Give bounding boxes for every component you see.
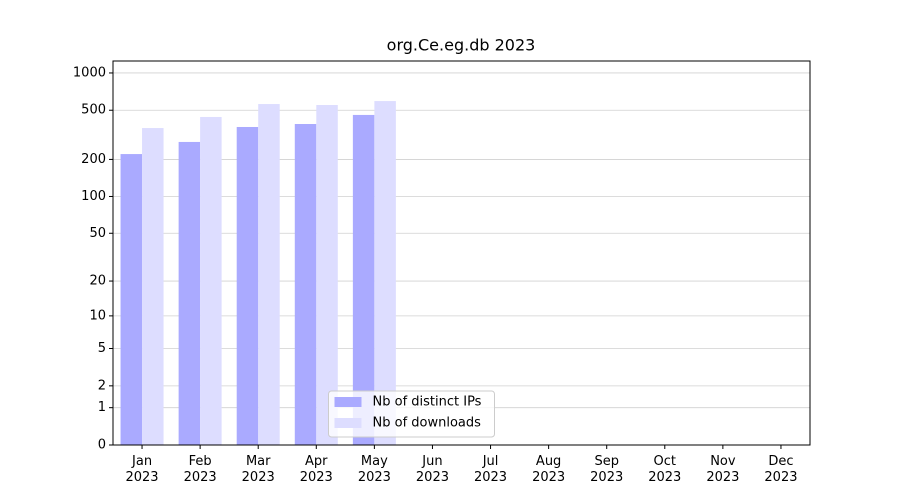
y-tick-label: 2 xyxy=(98,378,106,393)
bar xyxy=(374,101,396,446)
bar xyxy=(294,123,317,445)
legend-box xyxy=(328,390,495,438)
bar xyxy=(258,104,280,445)
x-tick-label: Nov 2023 xyxy=(706,454,739,485)
chart-title: org.Ce.eg.db 2023 xyxy=(387,36,536,55)
legend-label: Nb of distinct IPs xyxy=(373,395,482,410)
y-tick-label: 0 xyxy=(98,438,106,453)
bar xyxy=(178,141,201,446)
y-tick-label: 200 xyxy=(81,152,106,167)
bar xyxy=(316,105,338,445)
bar xyxy=(142,128,164,445)
y-tick-label: 1 xyxy=(98,400,106,415)
x-tick-label: Dec 2023 xyxy=(764,454,797,485)
y-tick-label: 20 xyxy=(89,274,106,289)
axes: 0 1 2 5 10 20 50 100 200 500 1000 Jan 2023 Feb 2023 Mar… xyxy=(73,65,798,484)
legend: Nb of distinct IPs Nb of downloads xyxy=(328,390,495,438)
bar xyxy=(200,116,222,445)
x-tick-label: Sep 2023 xyxy=(590,454,623,485)
bar xyxy=(352,114,375,445)
x-tick-label: Mar 2023 xyxy=(242,454,275,485)
x-tick-label: Oct 2023 xyxy=(648,454,681,485)
y-tick-label: 10 xyxy=(89,308,106,323)
x-tick-label: Jul 2023 xyxy=(474,454,507,485)
x-tick-label: Apr 2023 xyxy=(300,454,333,485)
y-tick-label: 5 xyxy=(98,341,106,356)
y-tick-label: 100 xyxy=(81,189,106,204)
y-tick-label: 50 xyxy=(89,226,106,241)
legend-label: Nb of downloads xyxy=(373,416,482,431)
legend-swatch xyxy=(334,397,362,407)
x-tick-label: May 2023 xyxy=(358,454,391,485)
x-tick-label: Aug 2023 xyxy=(532,454,565,485)
bars xyxy=(120,101,396,446)
x-tick-label: Jun 2023 xyxy=(416,454,449,485)
plot-frame xyxy=(112,60,811,446)
y-tick-label: 1000 xyxy=(73,65,106,80)
bar xyxy=(236,126,259,445)
x-tick-label: Jan 2023 xyxy=(125,454,158,485)
legend-swatch xyxy=(334,418,362,428)
y-tick-label: 500 xyxy=(81,103,106,118)
bar xyxy=(120,154,143,445)
x-tick-label: Feb 2023 xyxy=(184,454,217,485)
